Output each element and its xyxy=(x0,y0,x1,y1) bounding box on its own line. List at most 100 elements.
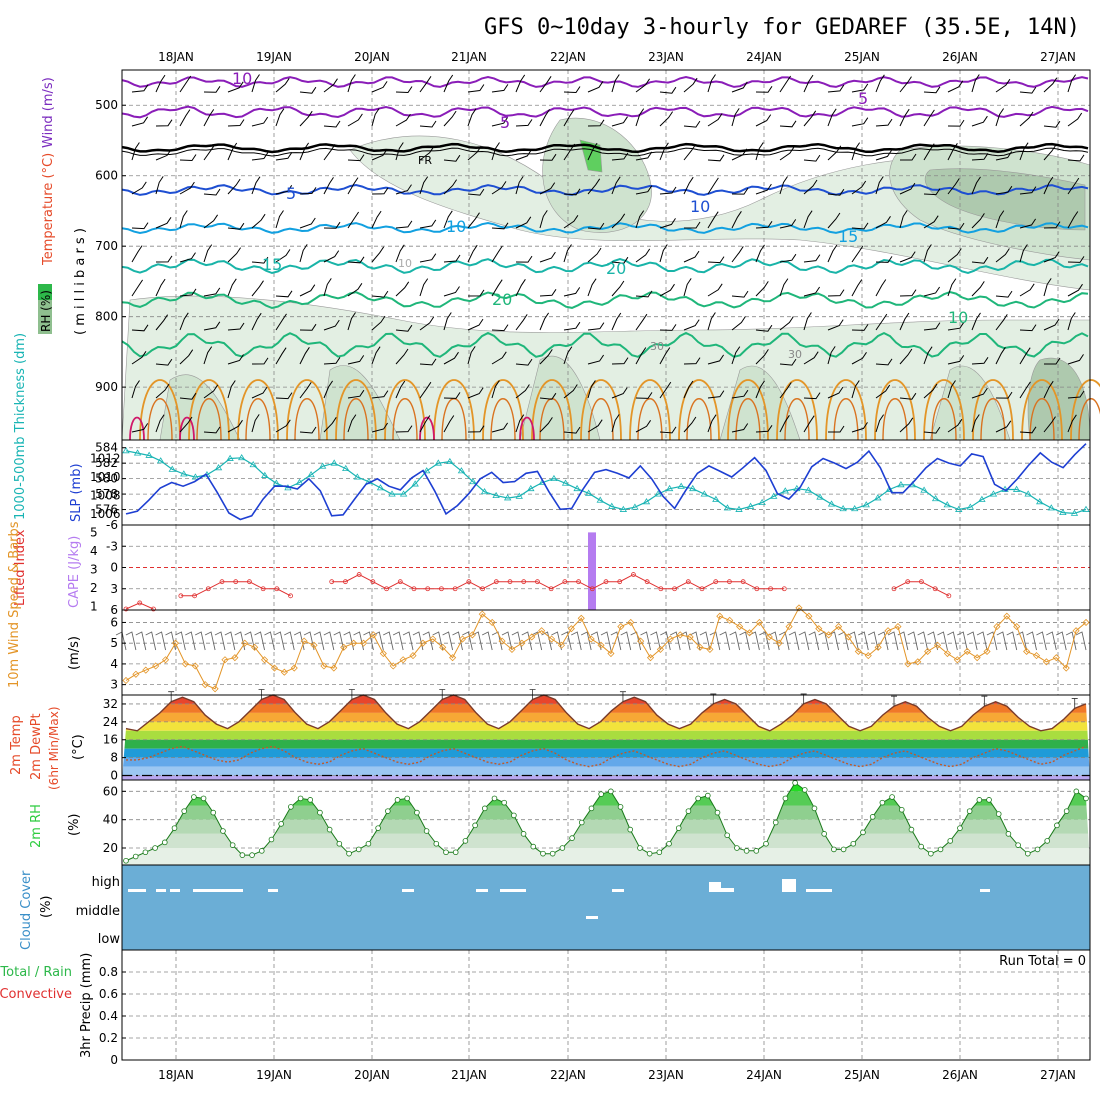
wind10m-point xyxy=(1052,654,1060,662)
temp-minmax-label: (6hr Min/Max) xyxy=(47,707,61,791)
thickness-point xyxy=(156,457,165,464)
wind-barb xyxy=(683,77,698,93)
wind-barb xyxy=(299,244,308,263)
wind-barb xyxy=(779,382,792,399)
thickness-point xyxy=(180,470,188,477)
wind10m-point xyxy=(340,643,348,651)
thickness-point xyxy=(550,474,558,482)
rh2m-point xyxy=(966,808,973,814)
wind10m-barb xyxy=(254,631,265,651)
wind-barb xyxy=(587,247,602,263)
slp-tick-label: 1008 xyxy=(90,488,121,502)
wind10m-barb xyxy=(867,631,879,651)
temperature-contour xyxy=(482,379,524,441)
rh2m-point xyxy=(443,849,449,856)
slp-tick-label: 1006 xyxy=(90,507,121,521)
temperature-contour xyxy=(833,398,859,441)
y-tick-label: 0.6 xyxy=(99,987,118,1001)
wind-barb xyxy=(779,415,790,433)
thickness-point xyxy=(723,504,732,511)
wind-barb xyxy=(611,414,620,433)
wind-barb xyxy=(731,187,749,195)
wind-barb xyxy=(683,357,701,365)
wind10m-panel: 6 5 4 3 10m Wind Speed & Barbs (m/s) xyxy=(7,521,1091,696)
wind10m-barb xyxy=(531,631,543,651)
wind10m-point xyxy=(785,623,793,631)
rh2m-point xyxy=(734,845,740,851)
wind-barb xyxy=(467,145,482,161)
wind-barb xyxy=(827,108,837,127)
thickness-point xyxy=(307,470,315,478)
wind10m-point xyxy=(468,631,476,639)
wind10m-point xyxy=(894,623,902,631)
lifted-index-point xyxy=(946,593,952,599)
rh2m-point xyxy=(801,787,808,793)
wind-barb xyxy=(779,219,797,229)
wind-barb xyxy=(467,212,480,229)
temperature-contour xyxy=(825,379,867,441)
wind-barb xyxy=(971,256,989,264)
wind-barb xyxy=(563,346,573,365)
wind10m-barb xyxy=(501,631,513,651)
temperature-contour xyxy=(678,379,720,441)
wind-barb xyxy=(131,380,140,399)
date-label-top: 21JAN xyxy=(451,50,487,64)
rh2m-point xyxy=(617,804,624,810)
wind-barb xyxy=(203,86,221,93)
pressure-panel: 10 5 FR 5 5 10 10 15 15 20 20 10 30 30 10 500 600 700 800… xyxy=(38,69,1100,441)
wind-barb xyxy=(1043,221,1061,229)
wind-barb xyxy=(347,177,359,195)
wind-barb xyxy=(1043,144,1057,161)
wind10m-barb xyxy=(1046,631,1057,651)
date-label-bottom: 18JAN xyxy=(158,1068,194,1082)
y-tick-label: 5 xyxy=(110,636,118,650)
cloud-level-high: high xyxy=(92,875,120,890)
rh2m-point xyxy=(297,795,304,802)
wind-barb xyxy=(827,386,844,399)
wind10m-point xyxy=(825,631,833,639)
temperature-contour xyxy=(129,416,145,441)
wind-barb xyxy=(515,358,533,366)
rh2m-point xyxy=(569,835,575,841)
rh2m-point xyxy=(210,809,217,816)
wind-barb xyxy=(971,357,989,365)
wind-barb xyxy=(155,358,173,366)
wind-barb xyxy=(323,357,341,365)
wind-barb xyxy=(659,186,677,195)
cloud-high-segment xyxy=(709,882,721,892)
thickness-point xyxy=(446,457,454,465)
rh2m-point xyxy=(278,821,284,827)
wind-barb xyxy=(875,313,888,331)
wind10m-barb xyxy=(204,631,216,651)
wind-barb xyxy=(467,188,485,196)
wind-barb xyxy=(299,347,310,365)
cloud-middle-segment xyxy=(586,916,598,919)
wind10m-point xyxy=(132,670,140,678)
thickness-point xyxy=(411,480,419,487)
date-label-top: 25JAN xyxy=(844,50,880,64)
wind-barb xyxy=(179,181,195,195)
wind10m-point xyxy=(963,647,971,656)
wind10m-barb xyxy=(580,631,592,651)
wind-barb xyxy=(995,290,1013,298)
wind-barb xyxy=(347,355,365,365)
temp-max-errorbar xyxy=(168,691,175,702)
run-total: Run Total = 0 xyxy=(999,954,1086,969)
temp-max-errorbar xyxy=(529,689,536,700)
wind-barb xyxy=(707,177,719,195)
thickness-point xyxy=(561,479,570,486)
wind-barb xyxy=(467,318,484,331)
contour-label: 20 xyxy=(492,290,512,309)
wind-barb xyxy=(323,417,337,433)
wind-barb xyxy=(803,351,819,365)
wind-barb xyxy=(347,312,356,331)
wind-barb xyxy=(827,188,845,196)
date-label-top: 27JAN xyxy=(1040,50,1076,64)
wind-barb xyxy=(131,222,149,230)
wind10m-point xyxy=(637,637,645,645)
wind-barb xyxy=(683,176,694,195)
wind-barb xyxy=(851,422,868,433)
wind-barb xyxy=(875,176,884,195)
wind-barb xyxy=(851,324,869,331)
date-label-bottom: 24JAN xyxy=(746,1068,782,1082)
